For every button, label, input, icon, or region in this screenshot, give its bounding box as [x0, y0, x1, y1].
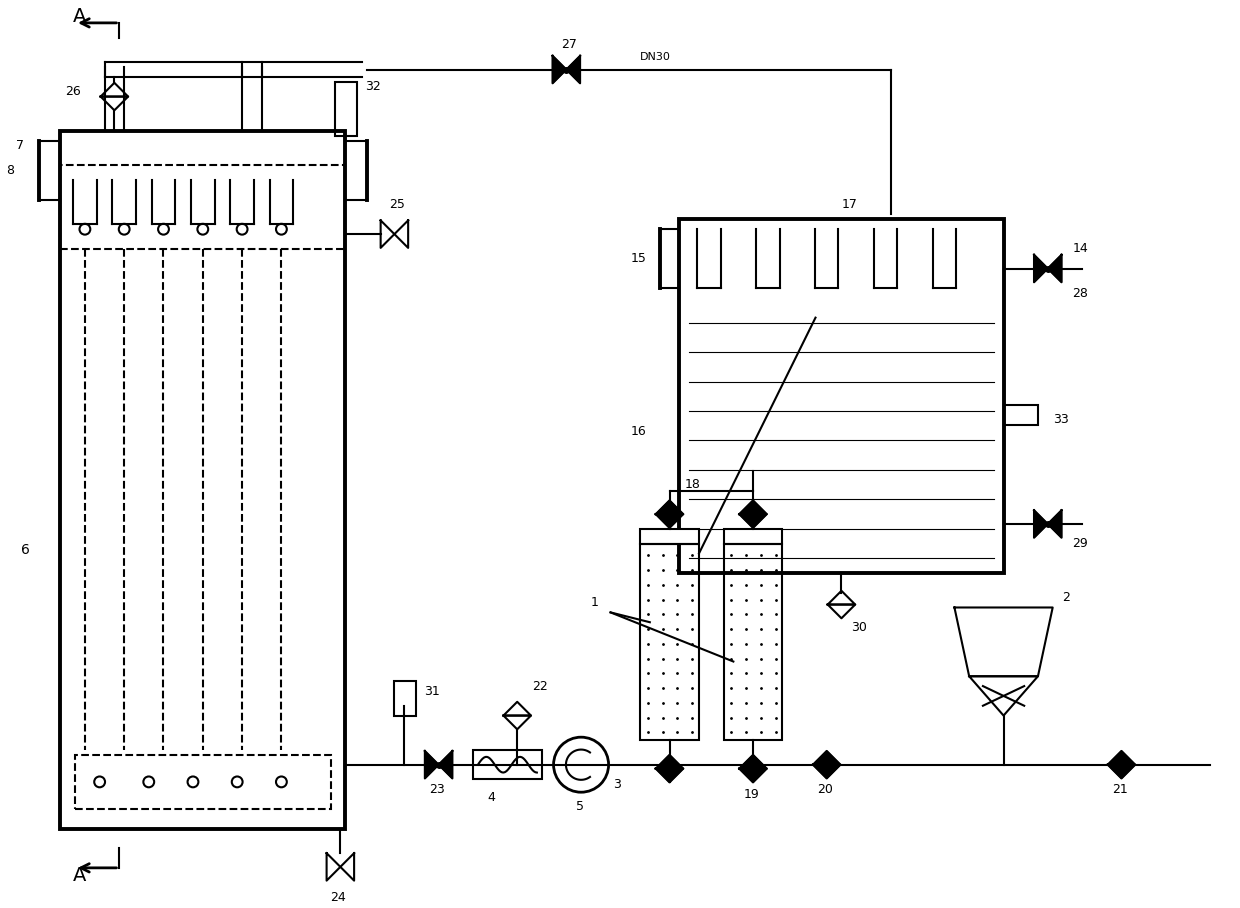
Text: 22: 22: [532, 679, 548, 693]
Text: 30: 30: [852, 621, 867, 634]
Text: 15: 15: [630, 252, 646, 265]
Bar: [640, 544, 699, 740]
Polygon shape: [1048, 510, 1061, 538]
Bar: [640, 528, 699, 544]
Polygon shape: [813, 765, 841, 778]
Polygon shape: [813, 751, 841, 765]
Text: 29: 29: [1073, 538, 1087, 550]
Bar: [394, 681, 415, 716]
Polygon shape: [553, 55, 567, 84]
Text: A: A: [73, 6, 87, 25]
Text: 7: 7: [16, 139, 24, 153]
Text: 6: 6: [21, 542, 30, 557]
Polygon shape: [739, 755, 766, 768]
Polygon shape: [739, 500, 766, 514]
Polygon shape: [656, 768, 683, 783]
Bar: [472, 750, 542, 779]
Polygon shape: [439, 751, 453, 778]
Polygon shape: [955, 607, 1053, 676]
Text: 2: 2: [1063, 591, 1070, 604]
Bar: [1003, 405, 1038, 425]
Polygon shape: [1107, 751, 1136, 765]
Text: 19: 19: [743, 787, 759, 801]
Bar: [61, 165, 345, 249]
Text: 14: 14: [1073, 242, 1087, 255]
Polygon shape: [656, 500, 683, 514]
Text: 24: 24: [331, 891, 346, 903]
Polygon shape: [567, 55, 580, 84]
Text: 33: 33: [1053, 413, 1069, 426]
Text: 17: 17: [842, 198, 857, 212]
Polygon shape: [656, 755, 683, 768]
Polygon shape: [739, 514, 766, 528]
Text: 28: 28: [1073, 287, 1089, 300]
Text: 3: 3: [614, 778, 621, 791]
Text: 20: 20: [817, 783, 833, 795]
Text: 1: 1: [591, 596, 599, 609]
Text: 8: 8: [6, 163, 15, 177]
Polygon shape: [970, 676, 1038, 716]
Text: 16: 16: [630, 425, 646, 439]
Bar: [724, 528, 782, 544]
Bar: [61, 131, 345, 829]
Text: 31: 31: [424, 685, 440, 697]
Bar: [724, 544, 782, 740]
Text: 26: 26: [66, 85, 81, 98]
Polygon shape: [1048, 255, 1061, 282]
Bar: [76, 755, 331, 809]
Text: 18: 18: [684, 479, 701, 491]
Polygon shape: [1107, 765, 1136, 778]
Polygon shape: [1034, 255, 1048, 282]
Text: 21: 21: [1111, 783, 1127, 795]
Text: 4: 4: [487, 791, 496, 804]
Text: DN30: DN30: [640, 53, 671, 63]
Bar: [680, 220, 1003, 573]
Bar: [336, 82, 357, 136]
Text: 5: 5: [577, 801, 584, 814]
Text: 32: 32: [365, 80, 381, 94]
Text: 23: 23: [429, 783, 444, 795]
Polygon shape: [1034, 510, 1048, 538]
Text: 27: 27: [562, 38, 578, 52]
Polygon shape: [425, 751, 439, 778]
Polygon shape: [739, 768, 766, 783]
Text: A: A: [73, 866, 87, 885]
Text: 25: 25: [389, 198, 405, 212]
Polygon shape: [656, 514, 683, 528]
